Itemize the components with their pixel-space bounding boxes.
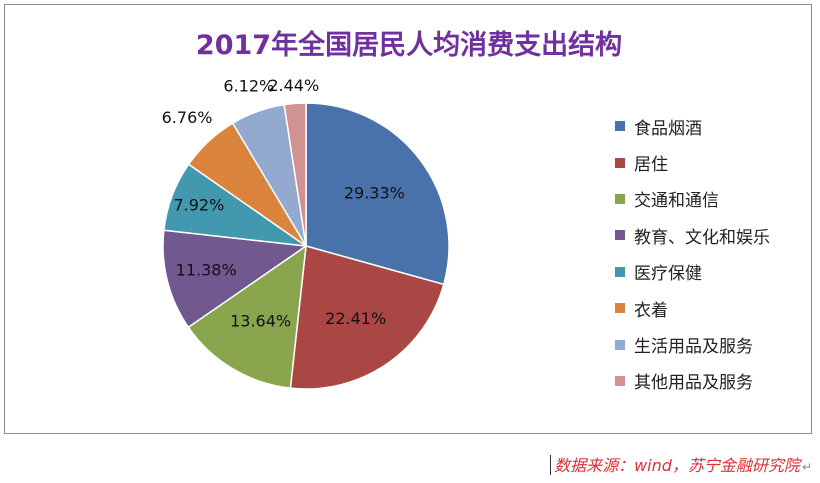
legend-label-7: 生活用品及服务 <box>634 337 753 358</box>
legend-swatch-1 <box>615 121 625 132</box>
legend-label-8: 其他用品及服务 <box>634 373 753 394</box>
legend-item-8: 其他用品及服务 <box>615 363 770 399</box>
data-label-7: 6.12% <box>223 77 274 96</box>
pie-slice-3 <box>187 244 307 389</box>
legend: 食品烟酒居住交通和通信教育、文化和娱乐 医疗保健衣着生活用品及服务 其他用品及服务 <box>615 108 770 399</box>
data-label-1: 29.33% <box>344 184 405 203</box>
legend-swatch-5 <box>615 266 625 277</box>
legend-item-6: 衣着 <box>615 290 770 326</box>
paragraph-return-icon: ↵ <box>801 460 812 474</box>
source-note: 数据来源：wind，苏宁金融研究院 ↵ <box>550 452 812 476</box>
legend-swatch-2 <box>615 157 625 168</box>
legend-label-6: 衣着 <box>634 300 668 321</box>
legend-swatch-3 <box>615 193 625 204</box>
legend-label-2: 居住 <box>634 155 668 176</box>
data-label-6: 6.76% <box>162 108 213 127</box>
legend-swatch-7 <box>615 339 625 350</box>
legend-item-4: 教育、文化和娱乐 <box>615 217 770 253</box>
legend-swatch-8 <box>615 375 625 386</box>
pie-slice-2 <box>289 245 445 390</box>
pie-slice-4 <box>162 229 309 329</box>
source-note-text: 数据来源：wind，苏宁金融研究院 <box>554 456 800 475</box>
legend-label-3: 交通和通信 <box>634 191 719 212</box>
data-label-5: 7.92% <box>173 195 224 214</box>
data-label-4: 11.38% <box>176 261 237 280</box>
data-label-3: 13.64% <box>230 312 291 331</box>
chart-title: 2017年全国居民人均消费支出结构 <box>195 30 623 61</box>
legend-item-1: 食品烟酒 <box>615 108 770 144</box>
pie-slice-1 <box>305 102 450 286</box>
data-label-2: 22.41% <box>325 309 386 328</box>
legend-label-4: 教育、文化和娱乐 <box>634 227 770 248</box>
legend-item-2: 居住 <box>615 144 770 180</box>
legend-swatch-4 <box>615 230 625 241</box>
legend-item-5: 医疗保健 <box>615 254 770 290</box>
legend-item-7: 生活用品及服务 <box>615 326 770 362</box>
pie-slice-8 <box>283 102 307 247</box>
legend-label-5: 医疗保健 <box>634 264 702 285</box>
legend-swatch-6 <box>615 303 625 314</box>
legend-label-1: 食品烟酒 <box>634 118 702 139</box>
data-label-8: 2.44% <box>268 76 319 95</box>
legend-item-3: 交通和通信 <box>615 181 770 217</box>
